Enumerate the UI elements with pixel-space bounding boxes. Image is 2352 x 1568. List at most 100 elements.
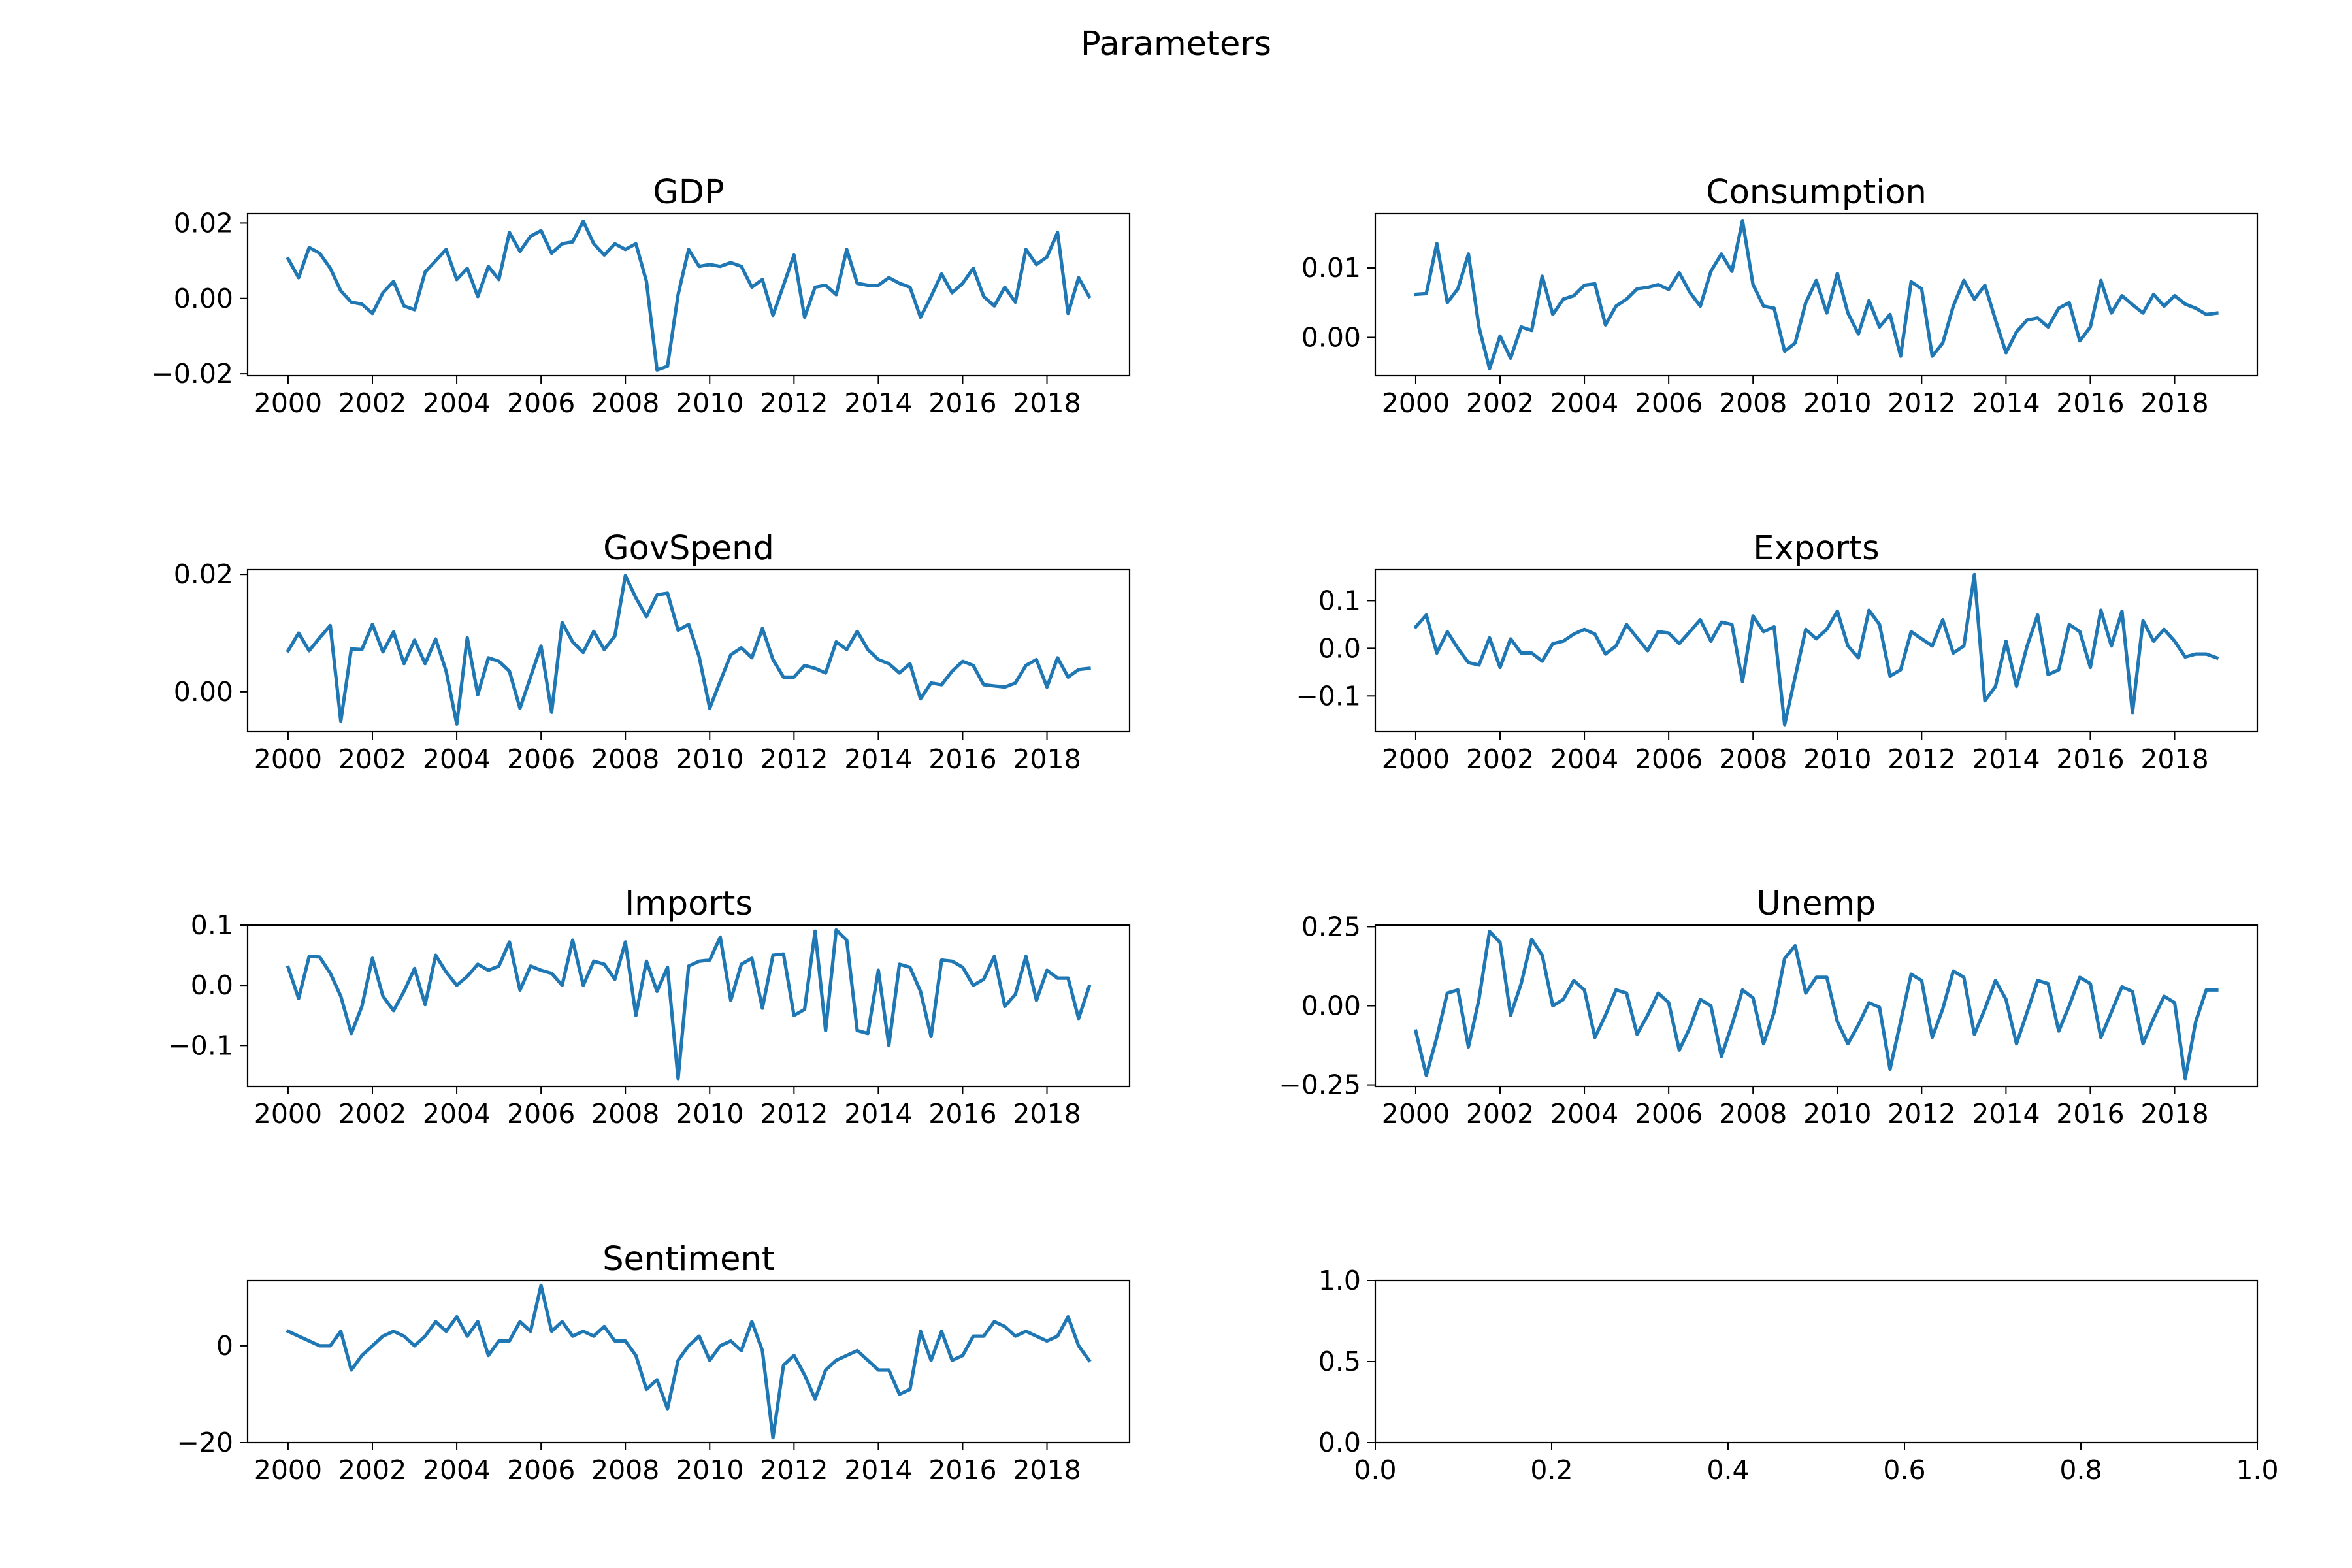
y-tick-label: 0.0	[191, 970, 233, 1001]
x-tick-label: 2016	[928, 1098, 996, 1130]
x-tick-label: 2008	[591, 743, 659, 775]
x-tick-label: 2002	[1466, 1098, 1534, 1130]
x-tick-label: 2004	[423, 387, 491, 419]
x-tick-label: 2014	[1972, 387, 2040, 419]
x-tick-label: 2012	[760, 1098, 828, 1130]
x-tick-label: 2010	[676, 387, 743, 419]
y-tick-label: 0.02	[174, 559, 233, 590]
x-tick-label: 0.4	[1707, 1454, 1749, 1486]
x-tick-label: 1.0	[2236, 1454, 2278, 1486]
x-tick-label: 2010	[676, 1098, 743, 1130]
y-tick-label: 0.25	[1301, 911, 1361, 942]
x-tick-label: 2004	[423, 1098, 491, 1130]
x-tick-label: 2016	[2056, 1098, 2124, 1130]
x-tick-label: 2010	[1803, 387, 1871, 419]
x-tick-label: 2012	[760, 743, 828, 775]
figure-title: Parameters	[1081, 25, 1271, 63]
x-tick-label: 2004	[423, 1454, 491, 1486]
y-tick-label: 0.5	[1318, 1346, 1361, 1377]
y-tick-label: 0.00	[174, 676, 233, 708]
x-tick-label: 2010	[676, 743, 743, 775]
y-tick-label: −20	[176, 1427, 233, 1458]
x-tick-label: 2016	[928, 743, 996, 775]
x-tick-label: 2000	[254, 1454, 322, 1486]
x-tick-label: 2012	[760, 1454, 828, 1486]
x-tick-label: 2008	[1719, 387, 1787, 419]
x-tick-label: 2014	[844, 387, 912, 419]
subplot-title: Exports	[1753, 529, 1880, 568]
x-tick-label: 2002	[1466, 743, 1534, 775]
x-tick-label: 2008	[591, 387, 659, 419]
x-tick-label: 2010	[676, 1454, 743, 1486]
y-tick-label: −0.02	[151, 358, 233, 389]
x-tick-label: 2006	[507, 387, 575, 419]
y-tick-label: 0.1	[1318, 585, 1361, 616]
y-tick-label: 0.02	[174, 207, 233, 238]
x-tick-label: 2016	[928, 387, 996, 419]
x-tick-label: 2002	[338, 387, 406, 419]
x-tick-label: 2014	[844, 1098, 912, 1130]
x-tick-label: 2006	[1635, 387, 1703, 419]
x-tick-label: 2004	[423, 743, 491, 775]
x-tick-label: 2006	[507, 1454, 575, 1486]
x-tick-label: 2000	[254, 743, 322, 775]
x-tick-label: 2000	[1382, 743, 1450, 775]
x-tick-label: 2012	[1887, 743, 1955, 775]
y-tick-label: 0.00	[1301, 321, 1361, 353]
x-tick-label: 2014	[844, 1454, 912, 1486]
subplot-title: GDP	[653, 173, 725, 212]
x-tick-label: 2006	[507, 743, 575, 775]
x-tick-label: 2002	[1466, 387, 1534, 419]
x-tick-label: 2000	[1382, 1098, 1450, 1130]
y-tick-label: 0.00	[174, 283, 233, 314]
y-tick-label: 0.0	[1318, 632, 1361, 664]
x-tick-label: 2008	[1719, 1098, 1787, 1130]
x-tick-label: 2012	[1887, 1098, 1955, 1130]
x-tick-label: 0.2	[1530, 1454, 1573, 1486]
x-tick-label: 2010	[1803, 1098, 1871, 1130]
y-tick-label: 0.1	[191, 909, 233, 941]
x-tick-label: 2018	[1013, 1454, 1081, 1486]
x-tick-label: 2010	[1803, 743, 1871, 775]
x-tick-label: 2018	[1013, 1098, 1081, 1130]
x-tick-label: 2000	[254, 1098, 322, 1130]
subplot-title: Imports	[625, 885, 753, 923]
x-tick-label: 2012	[760, 387, 828, 419]
x-tick-label: 2018	[2140, 1098, 2208, 1130]
x-tick-label: 2000	[1382, 387, 1450, 419]
x-tick-label: 2014	[1972, 743, 2040, 775]
y-tick-label: 0.00	[1301, 990, 1361, 1022]
x-tick-label: 2002	[338, 1098, 406, 1130]
x-tick-label: 2000	[254, 387, 322, 419]
x-tick-label: 2016	[2056, 387, 2124, 419]
x-tick-label: 2018	[1013, 387, 1081, 419]
x-tick-label: 2006	[507, 1098, 575, 1130]
subplot-title: GovSpend	[603, 529, 774, 568]
y-tick-label: −0.25	[1279, 1070, 1361, 1101]
subplot-title: Unemp	[1756, 885, 1876, 923]
x-tick-label: 2014	[1972, 1098, 2040, 1130]
x-tick-label: 2002	[338, 1454, 406, 1486]
x-tick-label: 2018	[2140, 387, 2208, 419]
y-tick-label: 0.0	[1318, 1427, 1361, 1458]
x-tick-label: 2018	[2140, 743, 2208, 775]
x-tick-label: 2006	[1635, 1098, 1703, 1130]
x-tick-label: 0.6	[1883, 1454, 1925, 1486]
x-tick-label: 2008	[1719, 743, 1787, 775]
x-tick-label: 2012	[1887, 387, 1955, 419]
x-tick-label: 2004	[1550, 387, 1618, 419]
x-tick-label: 2004	[1550, 743, 1618, 775]
x-tick-label: 2018	[1013, 743, 1081, 775]
x-tick-label: 2006	[1635, 743, 1703, 775]
x-tick-label: 2008	[591, 1098, 659, 1130]
x-tick-label: 0.8	[2059, 1454, 2102, 1486]
y-tick-label: −0.1	[168, 1030, 233, 1061]
subplot-title: Sentiment	[602, 1240, 775, 1279]
y-tick-label: 0.01	[1301, 252, 1361, 284]
y-tick-label: 0	[216, 1330, 233, 1362]
subplot-title: Consumption	[1706, 173, 1927, 212]
x-tick-label: 0.0	[1354, 1454, 1396, 1486]
x-tick-label: 2002	[338, 743, 406, 775]
y-tick-label: 1.0	[1318, 1265, 1361, 1296]
